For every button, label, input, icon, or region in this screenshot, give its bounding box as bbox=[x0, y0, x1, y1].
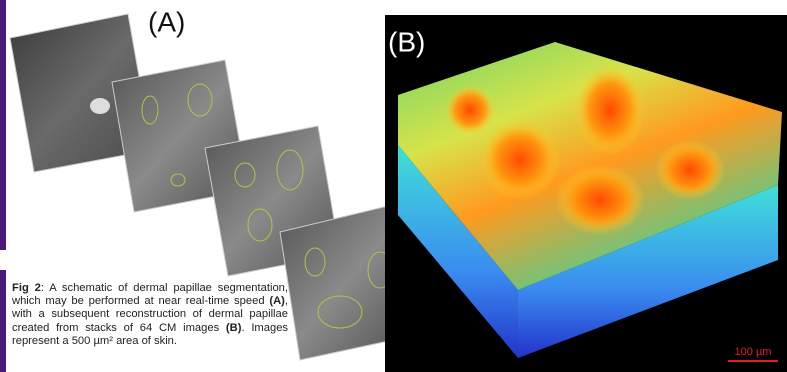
figure-caption: Fig 2: A schematic of dermal papillae se… bbox=[12, 282, 288, 372]
caption-fig: Fig 2 bbox=[12, 282, 41, 294]
caption-text: : A schematic of dermal papillae segment… bbox=[12, 282, 288, 307]
panel-label: (A) bbox=[148, 6, 185, 37]
panel-label: (B) bbox=[388, 26, 425, 57]
side-bar bbox=[0, 0, 6, 250]
caption-ref: (B) bbox=[226, 322, 242, 334]
scale-bar-label: 100 µm bbox=[735, 346, 772, 358]
page: (A) (B) 100 µm Fig 2: A schematic of der… bbox=[0, 0, 787, 372]
side-bar bbox=[0, 270, 6, 372]
caption-ref: (A) bbox=[269, 295, 285, 307]
